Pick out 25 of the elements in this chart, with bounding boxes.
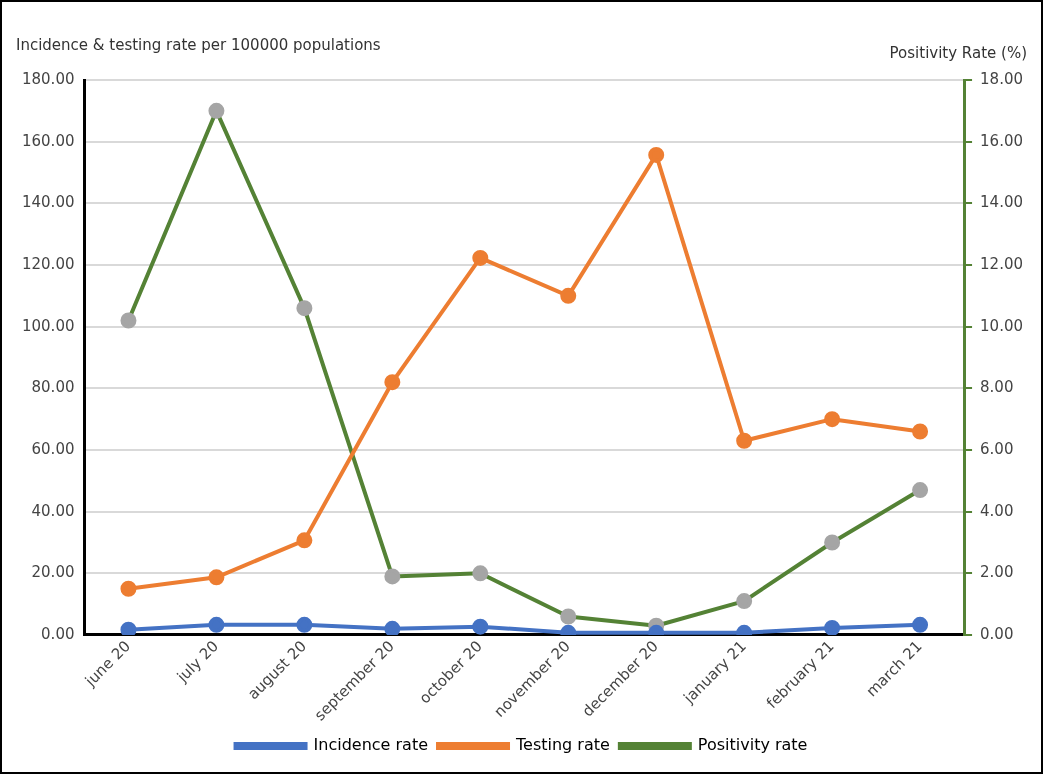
y-tick-label: 60.00 — [31, 439, 75, 458]
y-tick-label: 20.00 — [31, 563, 75, 582]
legend-label: Incidence rate — [313, 735, 429, 755]
legend-label: Positivity rate — [697, 735, 808, 755]
y-tick-label: 140.00 — [21, 193, 75, 212]
y2-tick-label: 14.00 — [980, 193, 1024, 212]
y2-axis-title: Positivity Rate (%) — [889, 44, 1027, 62]
y2-tick-label: 10.00 — [980, 316, 1024, 335]
y2-tick-label: 8.00 — [980, 378, 1014, 397]
legend-label: Testing rate — [515, 735, 610, 755]
y-tick-label: 180.00 — [21, 69, 75, 88]
y-tick-label: 80.00 — [31, 378, 75, 397]
y2-tick-label: 2.00 — [980, 563, 1014, 582]
y-tick-label: 160.00 — [21, 131, 75, 150]
y-tick-label: 0.00 — [41, 624, 75, 643]
y2-tick-label: 12.00 — [980, 254, 1024, 273]
y-axis-title: Incidence & testing rate per 100000 populations — [16, 36, 381, 54]
y2-tick-label: 0.00 — [980, 624, 1014, 643]
y2-tick-label: 6.00 — [980, 439, 1014, 458]
y2-tick-label: 16.00 — [980, 131, 1024, 150]
y-tick-label: 40.00 — [31, 501, 75, 520]
y-tick-label: 100.00 — [21, 316, 75, 335]
y2-tick-label: 4.00 — [980, 501, 1014, 520]
y2-tick-label: 18.00 — [980, 69, 1024, 88]
y-tick-label: 120.00 — [21, 254, 75, 273]
